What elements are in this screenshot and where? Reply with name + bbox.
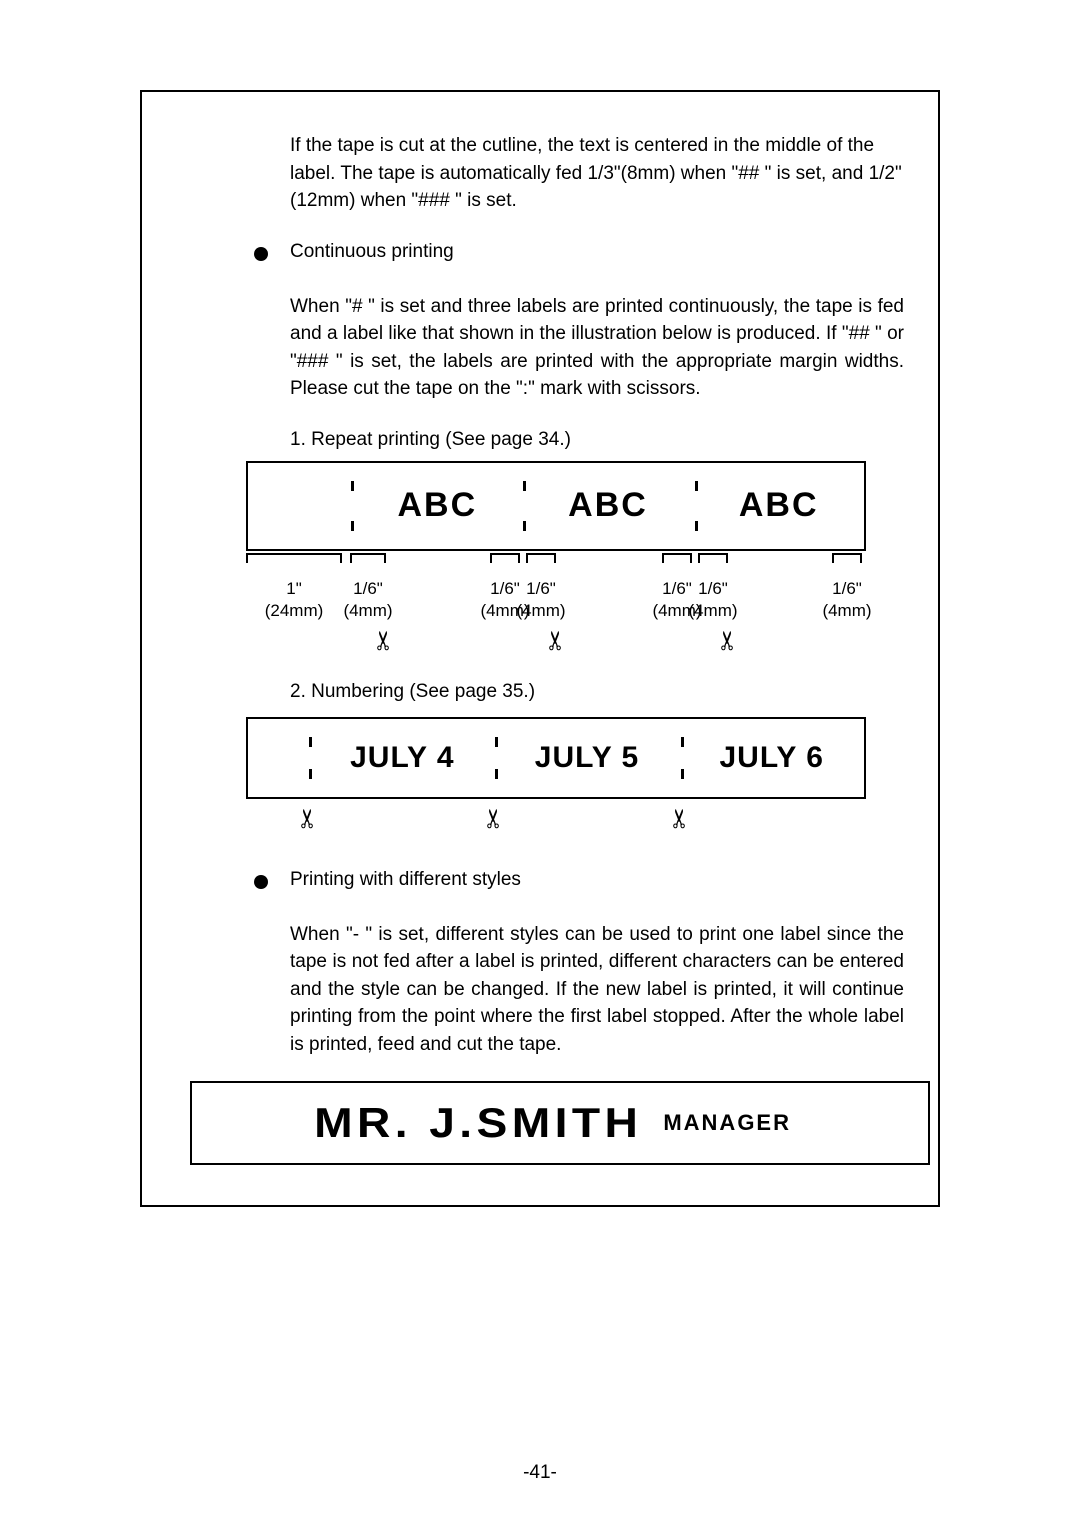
measurement-sublabel: (4mm)	[822, 601, 871, 621]
measurement-sublabel: (4mm)	[516, 601, 565, 621]
measurement-sublabel: (4mm)	[688, 601, 737, 621]
tape-segment: ABC	[523, 486, 694, 525]
measurement-brace	[490, 553, 520, 563]
list-item-1: 1. Repeat printing (See page 34.)	[290, 429, 910, 451]
measurement-brace	[526, 553, 556, 563]
measurement-brace	[350, 553, 386, 563]
measurement-brace	[698, 553, 728, 563]
measurement-label: 1/6"	[698, 579, 728, 599]
measurement-brace	[662, 553, 692, 563]
bullet-icon	[254, 875, 268, 889]
mixed-style-label: MR. J.SMITH MANAGER	[190, 1081, 930, 1165]
measurement-brace	[246, 553, 342, 563]
tape-strip: JULY 4 JULY 5 JULY 6	[246, 717, 866, 799]
measurement-brace	[832, 553, 862, 563]
measurement-labels: 1" 1/6" 1/6" 1/6" 1/6" 1/6" 1/6"	[246, 579, 866, 599]
style-main-text: MR. J.SMITH	[314, 1099, 642, 1147]
measurement-sublabel: (4mm)	[343, 601, 392, 621]
measurement-label: 1/6"	[490, 579, 520, 599]
measurement-label: 1/6"	[526, 579, 556, 599]
list-item-2: 2. Numbering (See page 35.)	[290, 681, 910, 703]
measurement-sublabels: (24mm)(4mm)(4mm)(4mm)(4mm)(4mm)(4mm)	[246, 601, 866, 623]
styles-paragraph: When "- " is set, different styles can b…	[290, 921, 904, 1059]
scissors-row: ✂ ✂ ✂	[246, 625, 866, 659]
bullet-icon	[254, 247, 268, 261]
bullet-label: Continuous printing	[290, 241, 454, 263]
numbering-diagram: JULY 4 JULY 5 JULY 6 ✂ ✂ ✂	[246, 717, 866, 839]
measurement-row	[246, 553, 866, 577]
measurement-label: 1/6"	[662, 579, 692, 599]
scissors-icon: ✂	[293, 807, 324, 829]
scissors-icon: ✂	[665, 807, 696, 829]
scissors-icon: ✂	[369, 629, 400, 651]
tape-segment: ABC	[352, 486, 523, 525]
bullet-continuous-printing: Continuous printing	[254, 241, 910, 263]
tape-segment: JULY 5	[495, 741, 680, 775]
repeat-printing-diagram: ABC ABC ABC 1" 1/6" 1/6" 1/6" 1/6" 1/6" 1/6" (…	[246, 461, 866, 659]
page: If the tape is cut at the cutline, the t…	[0, 0, 1080, 1534]
content-frame: If the tape is cut at the cutline, the t…	[140, 90, 940, 1207]
scissors-icon: ✂	[713, 629, 744, 651]
style-sub-text: MANAGER	[663, 1110, 791, 1136]
measurement-label: 1"	[286, 579, 302, 599]
scissors-icon: ✂	[479, 807, 510, 829]
tape-strip: ABC ABC ABC	[246, 461, 866, 551]
measurement-label: 1/6"	[832, 579, 862, 599]
measurement-label: 1/6"	[353, 579, 383, 599]
page-number: -41-	[0, 1462, 1080, 1484]
tape-segment: ABC	[693, 486, 864, 525]
bullet-label: Printing with different styles	[290, 869, 521, 891]
intro-paragraph: If the tape is cut at the cutline, the t…	[290, 132, 904, 215]
scissors-icon: ✂	[541, 629, 572, 651]
scissors-row: ✂ ✂ ✂	[246, 803, 866, 839]
tape-segment: JULY 4	[310, 741, 495, 775]
measurement-sublabel: (24mm)	[265, 601, 324, 621]
tape-segment: JULY 6	[679, 741, 864, 775]
continuous-printing-paragraph: When "# " is set and three labels are pr…	[290, 293, 904, 403]
bullet-different-styles: Printing with different styles	[254, 869, 910, 891]
